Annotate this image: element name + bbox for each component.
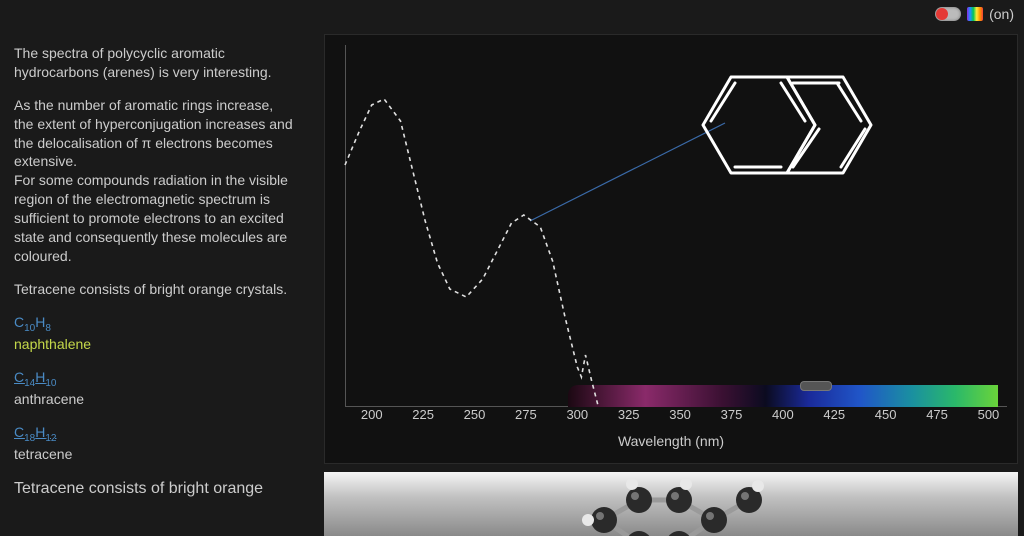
- content-column: 200225250275300325350375400425450475500 …: [312, 28, 1024, 536]
- compound-anthracene[interactable]: C14H10 anthracene: [14, 368, 296, 409]
- x-axis-label: Wavelength (nm): [325, 433, 1017, 449]
- x-tick: 375: [721, 407, 743, 422]
- x-tick: 425: [823, 407, 845, 422]
- name-naphthalene: naphthalene: [14, 335, 296, 354]
- formula-anthracene[interactable]: C14H10: [14, 369, 57, 385]
- intro-para-3: Tetracene consists of bright orange crys…: [14, 280, 296, 299]
- molecule-3d-panel[interactable]: [324, 472, 1018, 536]
- compound-naphthalene[interactable]: C10H8 naphthalene: [14, 313, 296, 354]
- sidebar: The spectra of polycyclic aromatic hydro…: [0, 28, 312, 536]
- topbar: (on): [0, 0, 1024, 28]
- x-tick: 475: [926, 407, 948, 422]
- main-layout: The spectra of polycyclic aromatic hydro…: [0, 28, 1024, 536]
- x-ticks: 200 225 250 275 300 325 350 375 400 425 450 475 500: [345, 407, 1007, 427]
- spectrum-swatch-icon: [967, 7, 983, 21]
- x-tick: 325: [618, 407, 640, 422]
- x-tick: 450: [875, 407, 897, 422]
- intro-para-1: The spectra of polycyclic aromatic hydro…: [14, 44, 296, 82]
- x-tick: 350: [669, 407, 691, 422]
- intro-para-2a: As the number of aromatic rings increase…: [14, 96, 296, 172]
- name-tetracene: tetracene: [14, 445, 296, 464]
- color-toggle-pill[interactable]: [935, 7, 961, 21]
- formula-tetracene[interactable]: C18H12: [14, 424, 57, 440]
- x-tick: 200: [361, 407, 383, 422]
- compound-tetracene[interactable]: C18H12 tetracene: [14, 423, 296, 464]
- naphthalene-structure-icon: [669, 65, 899, 185]
- formula-naphthalene[interactable]: C10H8: [14, 314, 51, 330]
- spectrum-chart: 200225250275300325350375400425450475500 …: [324, 34, 1018, 464]
- x-tick: 225: [412, 407, 434, 422]
- intro-para-2b: For some compounds radiation in the visi…: [14, 171, 296, 265]
- x-tick: 500: [978, 407, 1000, 422]
- x-tick: 275: [515, 407, 537, 422]
- toggle-label: (on): [989, 6, 1014, 22]
- cutoff-text: Tetracene consists of bright orange: [14, 478, 296, 500]
- name-anthracene: anthracene: [14, 390, 296, 409]
- molecule-3d-icon: [324, 472, 1018, 536]
- x-tick: 400: [772, 407, 794, 422]
- x-tick: 300: [566, 407, 588, 422]
- x-tick: 250: [464, 407, 486, 422]
